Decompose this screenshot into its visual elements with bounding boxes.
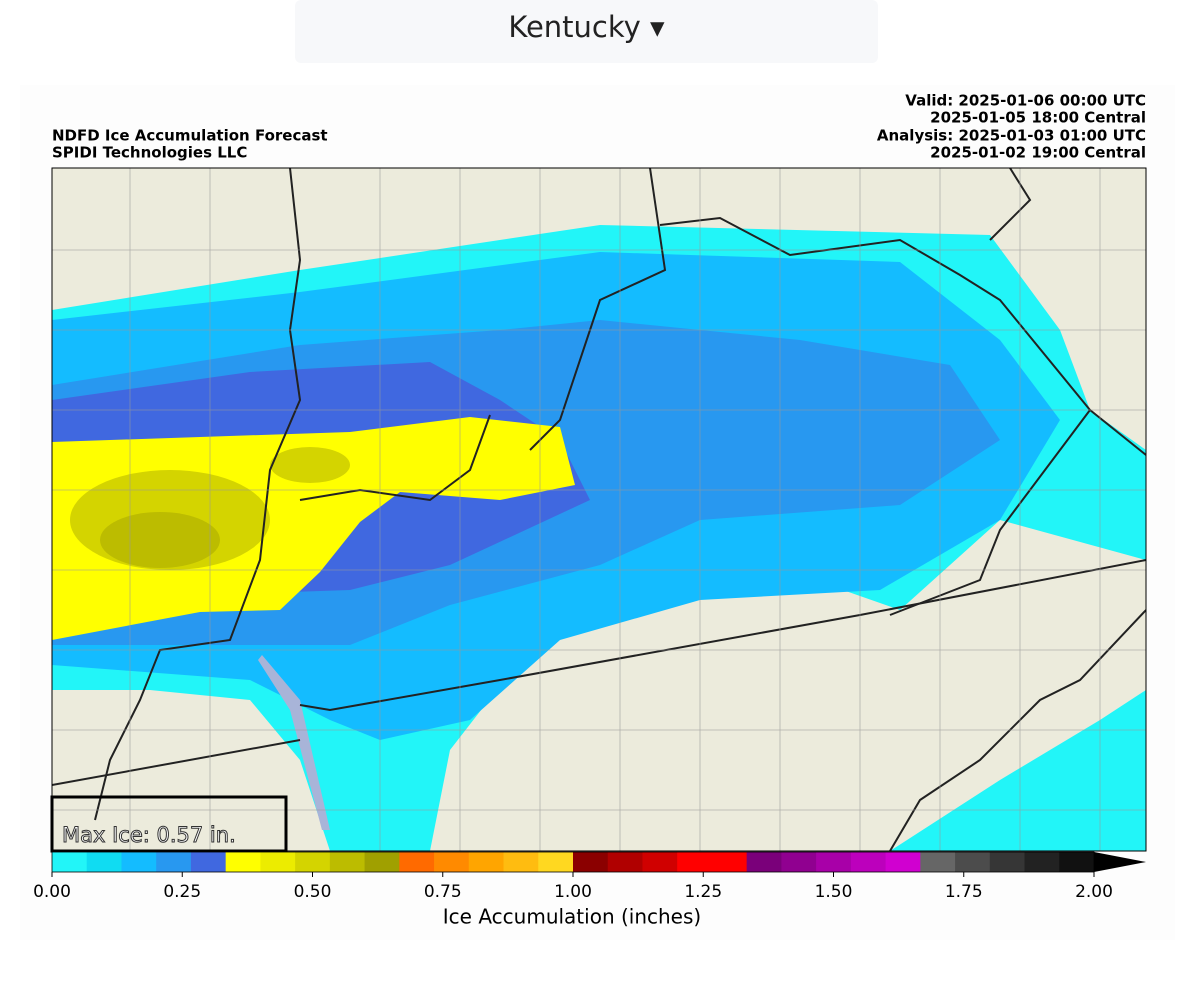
colorbar-segment [260, 852, 296, 872]
colorbar-tick-label: 1.25 [684, 882, 722, 902]
colorbar-segment [399, 852, 435, 872]
colorbar-tick-label: 1.75 [945, 882, 983, 902]
colorbar-segment [677, 852, 713, 872]
colorbar-tick-label: 1.50 [815, 882, 853, 902]
ice-area [270, 447, 350, 483]
max-ice-box [50, 795, 288, 853]
colorbar-tick-label: 0.00 [33, 882, 71, 902]
map-frame [51, 167, 1147, 852]
title: NDFD Ice Accumulation Forecast [52, 127, 328, 145]
map [52, 168, 1146, 851]
colorbar-segment [468, 852, 505, 872]
colorbar-tick-label: 0.25 [163, 882, 201, 902]
subtitle: SPIDI Technologies LLC [52, 144, 247, 162]
dropdown-text[interactable]: Kentucky [508, 10, 641, 44]
colorbar-extension [1094, 852, 1146, 872]
colorbar-tick-label: 2.00 [1075, 882, 1113, 902]
colorbar-segment [538, 852, 574, 872]
colorbar-segment [955, 852, 991, 872]
colorbar-segment [920, 852, 956, 872]
colorbar-segment [295, 852, 331, 872]
region-dropdown[interactable]: Kentucky ▾ [295, 0, 878, 63]
colorbar-segment [850, 852, 887, 872]
lake [258, 655, 330, 830]
colorbar-segment [607, 852, 643, 872]
colorbar-segment [364, 852, 400, 872]
colorbar-segment [156, 852, 192, 872]
colorbar-segment [573, 852, 609, 872]
colorbar-segment [86, 852, 122, 872]
valid-time: Valid: 2025-01-06 00:00 UTC [905, 92, 1146, 110]
colorbar-segment [711, 852, 748, 872]
colorbar-segment [1059, 852, 1095, 872]
colorbar-segment [816, 852, 852, 872]
colorbar-tick-label: 0.50 [294, 882, 332, 902]
analysis-time-local: 2025-01-02 19:00 Central [930, 144, 1146, 162]
colorbar-segment [434, 852, 470, 872]
colorbar-label: Ice Accumulation (inches) [443, 905, 701, 929]
colorbar-segment [121, 852, 157, 872]
colorbar-tick-label: 0.75 [424, 882, 462, 902]
colorbar-segment [885, 852, 921, 872]
colorbar-segment [746, 852, 782, 872]
colorbar-tick-label: 1.00 [554, 882, 592, 902]
county-lines [52, 168, 1146, 851]
colorbar-segment [52, 852, 88, 872]
colorbar-segment [989, 852, 1026, 872]
analysis-time: Analysis: 2025-01-03 01:00 UTC [877, 127, 1146, 145]
valid-time-local: 2025-01-05 18:00 Central [930, 109, 1146, 127]
ice-area [890, 690, 1146, 851]
colorbar-segment [503, 852, 539, 872]
dropdown-label[interactable]: Kentucky ▾ [508, 10, 665, 44]
colorbar-segment [329, 852, 366, 872]
ice-area [100, 512, 220, 568]
max-ice-label: Max Ice: 0.57 in. [62, 823, 236, 847]
colorbar-segment [1024, 852, 1060, 872]
colorbar-segment [642, 852, 678, 872]
colorbar-segment [781, 852, 817, 872]
colorbar-segment [190, 852, 227, 872]
colorbar-segment [225, 852, 261, 872]
